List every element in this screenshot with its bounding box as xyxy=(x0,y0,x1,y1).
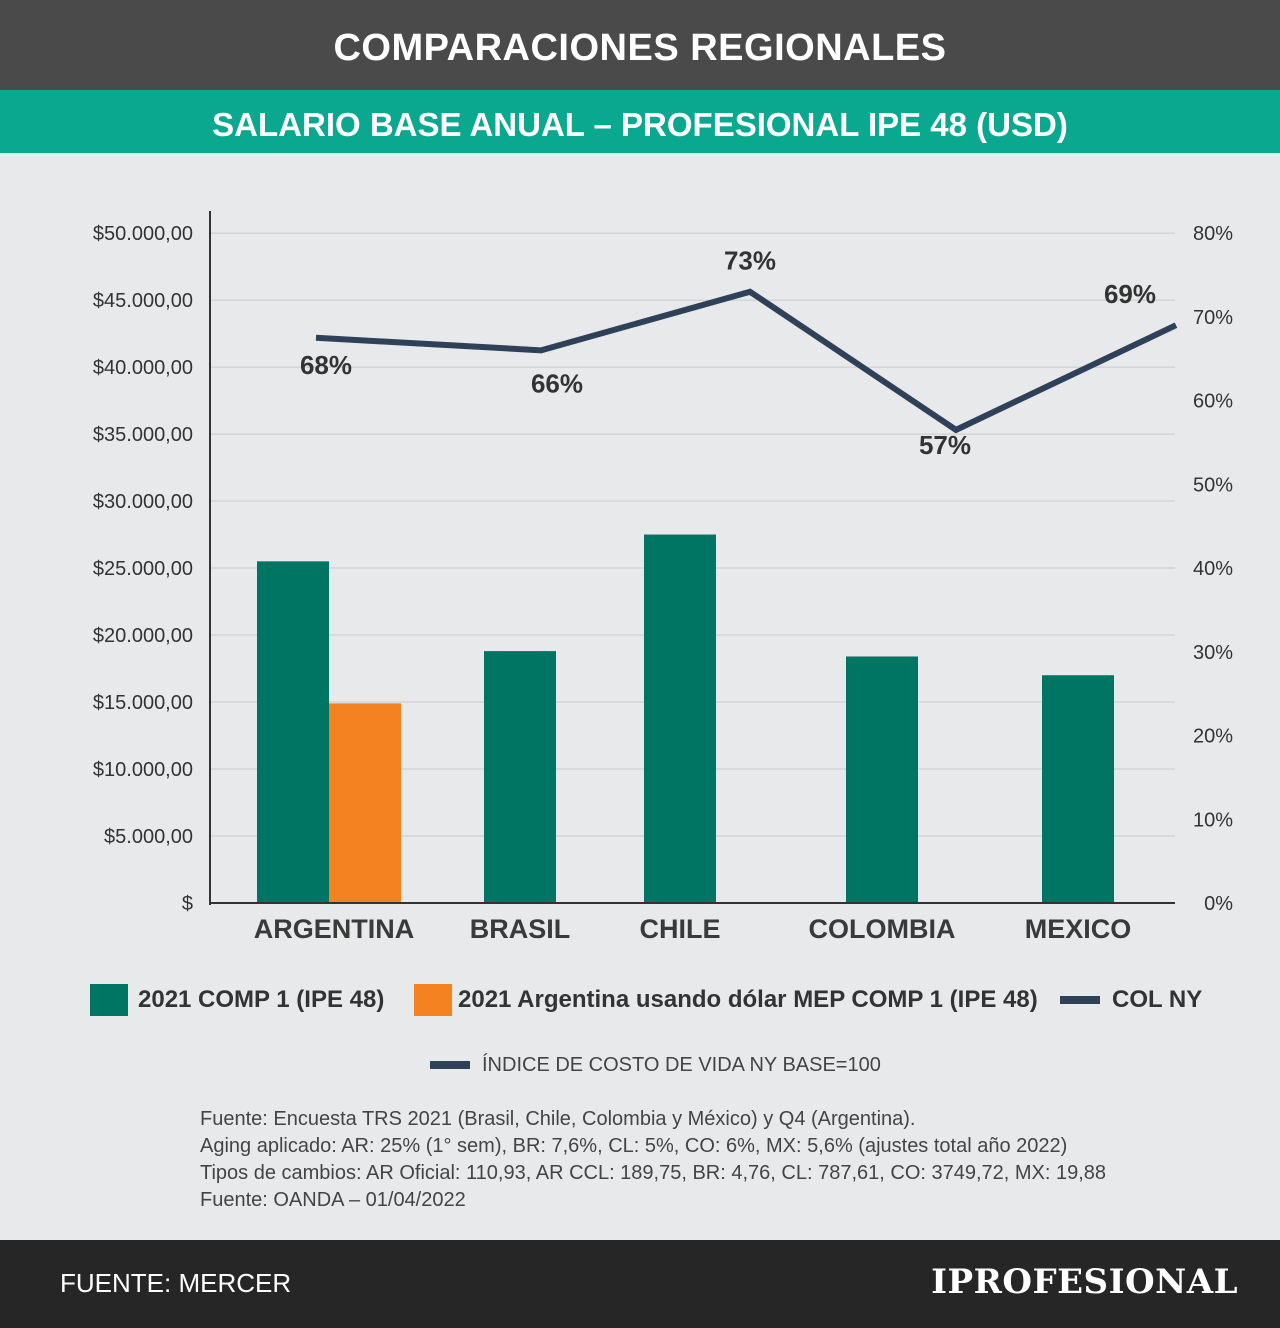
category-label: CHILE xyxy=(640,914,721,944)
y2-tick-label: 30% xyxy=(1193,642,1233,664)
col-ny-data-label: 57% xyxy=(919,430,971,460)
bar-mep-argentina xyxy=(329,703,401,903)
y-tick-label: $30.000,00 xyxy=(93,491,193,513)
y-tick-label: $10.000,00 xyxy=(93,759,193,781)
y-tick-label: $ xyxy=(182,893,193,915)
footer: FUENTE: MERCER IPROFESIONAL xyxy=(0,1240,1280,1328)
category-label: BRASIL xyxy=(470,914,571,944)
col-ny-polyline xyxy=(315,288,1178,434)
page-title: COMPARACIONES REGIONALES xyxy=(0,0,1280,90)
bar-mexico xyxy=(1042,675,1114,903)
y-tick-label: $25.000,00 xyxy=(93,558,193,580)
y2-tick-label: 70% xyxy=(1193,307,1233,329)
legend-item-comp1: 2021 COMP 1 (IPE 48) xyxy=(90,975,384,1025)
y-tick-label: $20.000,00 xyxy=(93,625,193,647)
bar-colombia xyxy=(846,656,918,903)
y2-tick-label: 80% xyxy=(1193,223,1233,245)
col-ny-data-label: 66% xyxy=(531,368,583,398)
col-ny-data-label: 68% xyxy=(300,350,352,380)
brand-logo: IPROFESIONAL xyxy=(931,1262,1238,1302)
note-line: Tipos de cambios: AR Oficial: 110,93, AR… xyxy=(200,1162,1107,1184)
y2-tick-label: 40% xyxy=(1193,558,1233,580)
col-ny-data-label: 73% xyxy=(724,246,776,276)
legend-swatch-colny xyxy=(1060,996,1100,1004)
note-line: Fuente: Encuesta TRS 2021 (Brasil, Chile… xyxy=(200,1108,916,1130)
legend-label-colny: COL NY xyxy=(1112,986,1203,1013)
note-line: Aging aplicado: AR: 25% (1° sem), BR: 7,… xyxy=(200,1135,1068,1157)
legend-item-mep: 2021 Argentina usando dólar MEP COMP 1 (… xyxy=(414,975,1038,1025)
legend-label-comp1: 2021 COMP 1 (IPE 48) xyxy=(138,986,385,1013)
bar-brasil xyxy=(484,651,556,903)
source-notes: Fuente: Encuesta TRS 2021 (Brasil, Chile… xyxy=(200,1106,1260,1214)
axis-labels: $ $5.000,00 $10.000,00 $15.000,00 $20.000,00… xyxy=(93,223,1233,944)
y2-tick-label: 60% xyxy=(1193,391,1233,413)
legend: 2021 COMP 1 (IPE 48) 2021 Argentina usan… xyxy=(0,975,1280,1025)
axes xyxy=(209,211,1175,905)
legend-item-colny: COL NY xyxy=(1060,975,1202,1025)
y2-tick-label: 0% xyxy=(1204,893,1233,915)
category-label: MEXICO xyxy=(1025,914,1132,944)
legend-swatch-comp1 xyxy=(90,984,128,1016)
legend-label-index: ÍNDICE DE COSTO DE VIDA NY BASE=100 xyxy=(482,1053,881,1076)
y-tick-label: $50.000,00 xyxy=(93,223,193,245)
y-tick-label: $5.000,00 xyxy=(104,826,193,848)
category-label: COLOMBIA xyxy=(809,914,956,944)
footer-source: FUENTE: MERCER xyxy=(60,1268,292,1298)
note-line: Fuente: OANDA – 01/04/2022 xyxy=(200,1189,466,1211)
bar-argentina xyxy=(257,561,329,903)
bars xyxy=(257,534,1114,903)
bar-chile xyxy=(644,534,716,903)
legend-secondary: ÍNDICE DE COSTO DE VIDA NY BASE=100 xyxy=(430,1050,881,1080)
y2-tick-label: 10% xyxy=(1193,809,1233,831)
category-label: ARGENTINA xyxy=(254,914,415,944)
salary-chart: 68% 66% 73% 57% 69% $ $5.000,00 $10.000,00 $15.… xyxy=(93,211,1233,944)
col-ny-line: 68% 66% 73% 57% 69% xyxy=(300,246,1178,460)
col-ny-data-label: 69% xyxy=(1104,279,1156,309)
legend-swatch-index xyxy=(430,1061,470,1069)
y-tick-label: $35.000,00 xyxy=(93,424,193,446)
y2-tick-label: 50% xyxy=(1193,474,1233,496)
chart-subtitle: SALARIO BASE ANUAL – PROFESIONAL IPE 48 … xyxy=(0,90,1280,153)
y-tick-label: $45.000,00 xyxy=(93,290,193,312)
y-tick-label: $15.000,00 xyxy=(93,692,193,714)
y2-tick-label: 20% xyxy=(1193,726,1233,748)
y-tick-label: $40.000,00 xyxy=(93,357,193,379)
legend-label-mep: 2021 Argentina usando dólar MEP COMP 1 (… xyxy=(458,986,1038,1013)
legend-swatch-mep xyxy=(414,984,452,1016)
